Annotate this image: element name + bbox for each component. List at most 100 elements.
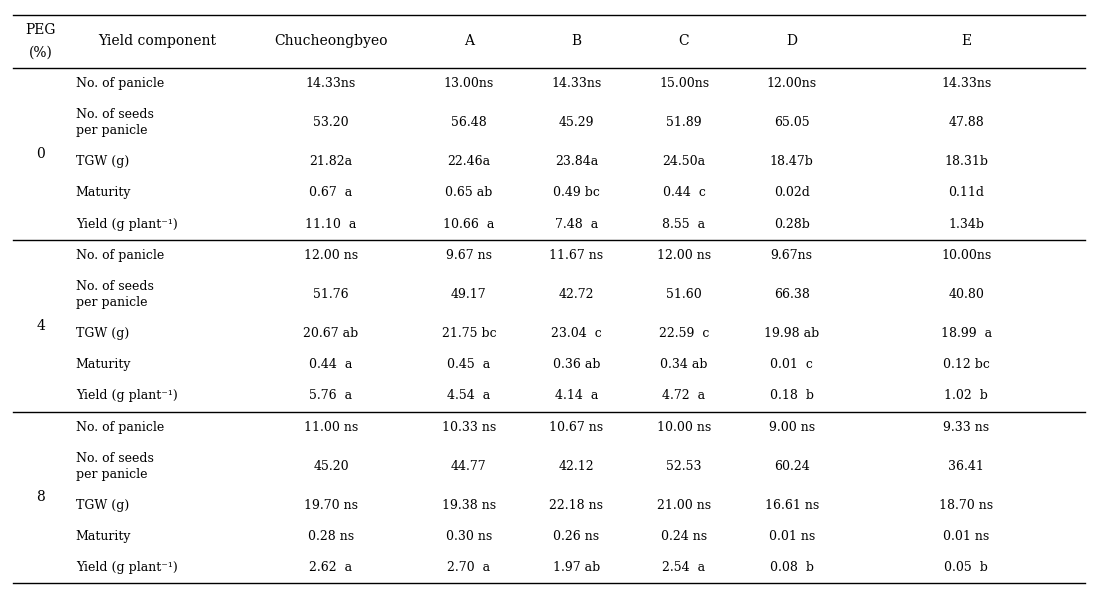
Text: 24.50a: 24.50a — [662, 155, 706, 168]
Text: 11.00 ns: 11.00 ns — [304, 421, 358, 434]
Text: 0.67  a: 0.67 a — [310, 187, 352, 200]
Text: 9.67ns: 9.67ns — [771, 249, 813, 262]
Text: 14.33ns: 14.33ns — [551, 77, 602, 90]
Text: TGW (g): TGW (g) — [76, 155, 128, 168]
Text: No. of panicle: No. of panicle — [76, 249, 164, 262]
Text: 18.70 ns: 18.70 ns — [939, 499, 994, 511]
Text: 0.34 ab: 0.34 ab — [660, 358, 708, 371]
Text: 45.20: 45.20 — [313, 460, 349, 473]
Text: 0.44  a: 0.44 a — [310, 358, 352, 371]
Text: 21.82a: 21.82a — [310, 155, 352, 168]
Text: TGW (g): TGW (g) — [76, 327, 128, 340]
Text: 21.00 ns: 21.00 ns — [657, 499, 712, 511]
Text: 9.00 ns: 9.00 ns — [769, 421, 815, 434]
Text: 19.70 ns: 19.70 ns — [304, 499, 358, 511]
Text: 5.76  a: 5.76 a — [310, 390, 352, 402]
Text: 23.04  c: 23.04 c — [551, 327, 602, 340]
Text: 9.33 ns: 9.33 ns — [943, 421, 989, 434]
Text: 18.31b: 18.31b — [944, 155, 988, 168]
Text: 0.01 ns: 0.01 ns — [769, 530, 815, 543]
Text: Yield (g plant⁻¹): Yield (g plant⁻¹) — [76, 561, 178, 574]
Text: 65.05: 65.05 — [774, 116, 809, 129]
Text: 12.00ns: 12.00ns — [766, 77, 817, 90]
Text: 40.80: 40.80 — [949, 288, 984, 301]
Text: 0.36 ab: 0.36 ab — [552, 358, 601, 371]
Text: 56.48: 56.48 — [451, 116, 486, 129]
Text: 19.38 ns: 19.38 ns — [441, 499, 496, 511]
Text: 0.18  b: 0.18 b — [770, 390, 814, 402]
Text: 8: 8 — [36, 491, 45, 504]
Text: 13.00ns: 13.00ns — [444, 77, 494, 90]
Text: (%): (%) — [29, 46, 53, 60]
Text: PEG: PEG — [25, 23, 56, 37]
Text: 4: 4 — [36, 318, 45, 333]
Text: 0.65 ab: 0.65 ab — [445, 187, 493, 200]
Text: 10.66  a: 10.66 a — [444, 217, 494, 230]
Text: 10.33 ns: 10.33 ns — [441, 421, 496, 434]
Text: C: C — [679, 34, 690, 48]
Text: E: E — [961, 34, 972, 48]
Text: B: B — [571, 34, 582, 48]
Text: 0.30 ns: 0.30 ns — [446, 530, 492, 543]
Text: D: D — [786, 34, 797, 48]
Text: 22.59  c: 22.59 c — [659, 327, 709, 340]
Text: 0.44  c: 0.44 c — [662, 187, 706, 200]
Text: 0.26 ns: 0.26 ns — [553, 530, 600, 543]
Text: 8.55  a: 8.55 a — [662, 217, 706, 230]
Text: 10.67 ns: 10.67 ns — [549, 421, 604, 434]
Text: 23.84a: 23.84a — [554, 155, 598, 168]
Text: No. of seeds
per panicle: No. of seeds per panicle — [76, 451, 154, 481]
Text: 1.02  b: 1.02 b — [944, 390, 988, 402]
Text: A: A — [463, 34, 474, 48]
Text: 49.17: 49.17 — [451, 288, 486, 301]
Text: 47.88: 47.88 — [949, 116, 984, 129]
Text: 4.72  a: 4.72 a — [662, 390, 706, 402]
Text: 60.24: 60.24 — [774, 460, 809, 473]
Text: 0.45  a: 0.45 a — [447, 358, 491, 371]
Text: 11.10  a: 11.10 a — [305, 217, 357, 230]
Text: Maturity: Maturity — [76, 358, 132, 371]
Text: 10.00ns: 10.00ns — [941, 249, 991, 262]
Text: 14.33ns: 14.33ns — [941, 77, 991, 90]
Text: 0.01  c: 0.01 c — [770, 358, 814, 371]
Text: 4.54  a: 4.54 a — [447, 390, 491, 402]
Text: 51.76: 51.76 — [313, 288, 349, 301]
Text: 1.34b: 1.34b — [949, 217, 984, 230]
Text: No. of panicle: No. of panicle — [76, 421, 164, 434]
Text: 2.70  a: 2.70 a — [447, 561, 491, 574]
Text: 0.08  b: 0.08 b — [770, 561, 814, 574]
Text: No. of seeds
per panicle: No. of seeds per panicle — [76, 280, 154, 309]
Text: 0.02d: 0.02d — [774, 187, 809, 200]
Text: 51.89: 51.89 — [666, 116, 702, 129]
Text: 1.97 ab: 1.97 ab — [552, 561, 601, 574]
Text: Yield (g plant⁻¹): Yield (g plant⁻¹) — [76, 390, 178, 402]
Text: 0.01 ns: 0.01 ns — [943, 530, 989, 543]
Text: Yield component: Yield component — [99, 34, 216, 48]
Text: 42.72: 42.72 — [559, 288, 594, 301]
Text: 18.47b: 18.47b — [770, 155, 814, 168]
Text: 22.46a: 22.46a — [447, 155, 491, 168]
Text: No. of seeds
per panicle: No. of seeds per panicle — [76, 108, 154, 137]
Text: 10.00 ns: 10.00 ns — [657, 421, 712, 434]
Text: 36.41: 36.41 — [949, 460, 984, 473]
Text: 45.29: 45.29 — [559, 116, 594, 129]
Text: 11.67 ns: 11.67 ns — [549, 249, 604, 262]
Text: 51.60: 51.60 — [666, 288, 702, 301]
Text: No. of panicle: No. of panicle — [76, 77, 164, 90]
Text: 20.67 ab: 20.67 ab — [303, 327, 359, 340]
Text: 0: 0 — [36, 147, 45, 161]
Text: 52.53: 52.53 — [666, 460, 702, 473]
Text: TGW (g): TGW (g) — [76, 499, 128, 511]
Text: 2.62  a: 2.62 a — [310, 561, 352, 574]
Text: 0.24 ns: 0.24 ns — [661, 530, 707, 543]
Text: 0.11d: 0.11d — [949, 187, 984, 200]
Text: 66.38: 66.38 — [774, 288, 809, 301]
Text: Chucheongbyeo: Chucheongbyeo — [274, 34, 388, 48]
Text: 15.00ns: 15.00ns — [659, 77, 709, 90]
Text: 9.67 ns: 9.67 ns — [446, 249, 492, 262]
Text: 0.28 ns: 0.28 ns — [307, 530, 355, 543]
Text: 0.28b: 0.28b — [774, 217, 809, 230]
Text: 21.75 bc: 21.75 bc — [441, 327, 496, 340]
Text: 14.33ns: 14.33ns — [306, 77, 356, 90]
Text: 0.12 bc: 0.12 bc — [943, 358, 989, 371]
